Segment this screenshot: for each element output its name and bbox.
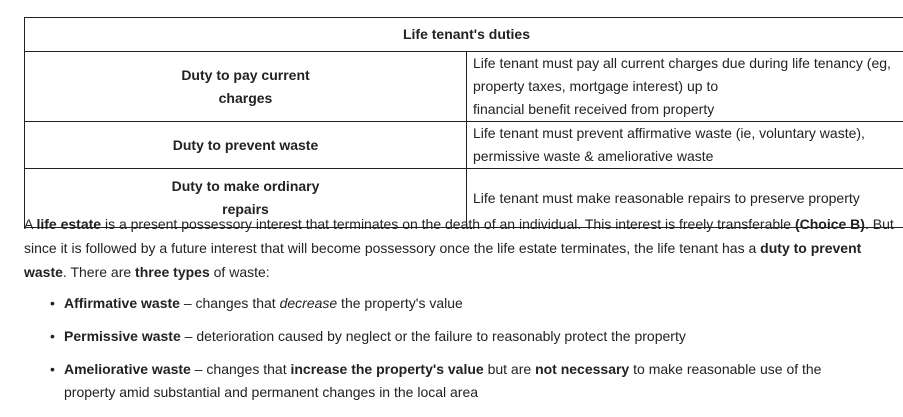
waste-emphasis: decrease bbox=[279, 295, 338, 311]
duty-description-text: Life tenant must prevent affirmative was… bbox=[473, 125, 865, 164]
bullet-icon: • bbox=[50, 328, 55, 344]
duty-description-text: financial benefit received from property bbox=[473, 101, 715, 117]
list-item: • Permissive waste – deterioration cause… bbox=[50, 325, 903, 348]
explanation-paragraph: A life estate is a present possessory in… bbox=[24, 212, 899, 284]
waste-description: – deterioration caused by neglect or the… bbox=[180, 328, 686, 344]
table-title: Life tenant's duties bbox=[24, 17, 903, 52]
duty-name-cell: Duty to make ordinary repairs bbox=[24, 168, 467, 228]
waste-description: to make reasonable use of the bbox=[629, 361, 822, 377]
duty-description-cell: Life tenant must pay all current charges… bbox=[466, 51, 903, 122]
duty-name-text: Duty to make ordinary bbox=[171, 178, 320, 194]
duty-description-cell: Life tenant must make reasonable repairs… bbox=[466, 168, 903, 228]
paragraph-bold-term: duty to prevent waste bbox=[24, 240, 862, 280]
waste-description: the property's value bbox=[337, 295, 463, 311]
waste-emphasis: not necessary bbox=[535, 361, 630, 377]
waste-description: – changes that bbox=[190, 361, 291, 377]
duty-name-text: Duty to pay current bbox=[181, 66, 310, 83]
table-row: Duty to prevent waste Life tenant must p… bbox=[24, 121, 903, 169]
paragraph-bold-term: three types bbox=[135, 264, 210, 280]
duty-name-text: repairs bbox=[222, 201, 269, 217]
choice-reference: (Choice B) bbox=[794, 216, 865, 232]
table-row: Duty to pay current charges Life tenant m… bbox=[24, 51, 903, 122]
duty-description-text: Life tenant must make reasonable repairs… bbox=[473, 189, 860, 206]
table-row: Duty to make ordinary repairs Life tenant… bbox=[24, 168, 903, 228]
waste-description: property amid substantial and permanent … bbox=[64, 384, 479, 400]
duty-name-text: Duty to prevent waste bbox=[172, 136, 319, 153]
waste-description: – changes that bbox=[179, 295, 280, 311]
waste-types-list: • Affirmative waste – changes that decre… bbox=[24, 292, 903, 404]
paragraph-text: is a present possessory interest that te… bbox=[101, 216, 795, 232]
paragraph-text: of waste: bbox=[209, 264, 270, 280]
waste-term: Ameliorative waste bbox=[64, 361, 191, 377]
paragraph-bold-term: life estate bbox=[36, 216, 102, 232]
waste-description: but are bbox=[483, 361, 536, 377]
waste-term: Permissive waste bbox=[64, 328, 181, 344]
list-item: • Affirmative waste – changes that decre… bbox=[50, 292, 903, 315]
duty-name-cell: Duty to pay current charges bbox=[24, 51, 467, 122]
waste-term: Affirmative waste bbox=[64, 295, 180, 311]
paragraph-text: . But since it is followed by a future i… bbox=[24, 216, 894, 256]
life-tenant-duties-table: Life tenant's duties Duty to pay current… bbox=[24, 17, 903, 228]
duty-description-text: Life tenant must pay all current charges… bbox=[473, 55, 891, 94]
list-item: • Ameliorative waste – changes that incr… bbox=[50, 358, 903, 404]
bullet-icon: • bbox=[50, 295, 55, 311]
duty-description-cell: Life tenant must prevent affirmative was… bbox=[466, 121, 903, 169]
paragraph-text: . There are bbox=[62, 264, 136, 280]
table-header-row: Life tenant's duties bbox=[24, 17, 903, 52]
bullet-icon: • bbox=[50, 361, 55, 377]
waste-emphasis: increase the property's value bbox=[290, 361, 484, 377]
duty-name-cell: Duty to prevent waste bbox=[24, 121, 467, 169]
paragraph-text: A bbox=[24, 216, 37, 232]
duty-name-text: charges bbox=[218, 89, 273, 106]
